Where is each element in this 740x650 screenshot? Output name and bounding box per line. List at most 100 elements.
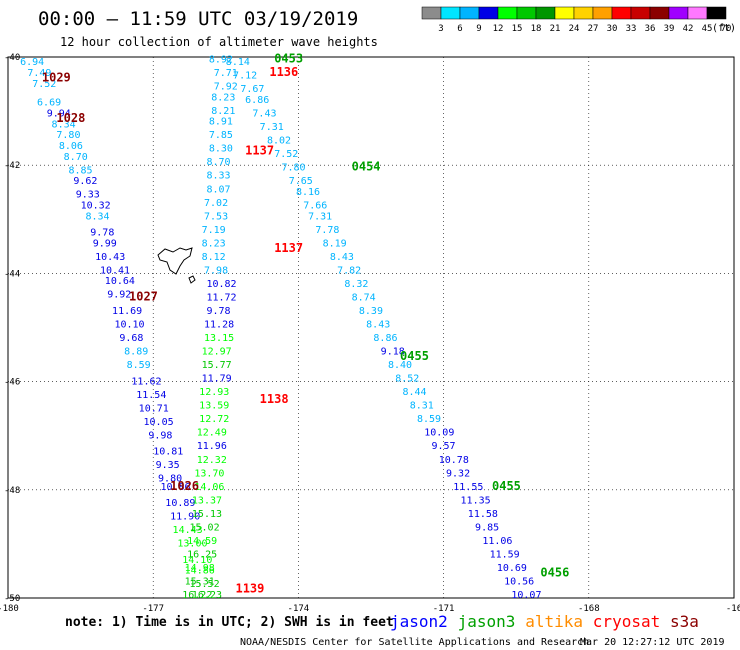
swh-value: 9.57 bbox=[432, 441, 456, 452]
chart-subtitle: 12 hour collection of altimeter wave hei… bbox=[60, 35, 378, 49]
swh-value: 10.78 bbox=[439, 455, 469, 466]
swh-value: 8.52 bbox=[395, 374, 419, 385]
swh-value: 9.78 bbox=[206, 306, 230, 317]
swh-value: 11.69 bbox=[112, 306, 142, 317]
swh-value: 9.32 bbox=[446, 468, 470, 479]
swh-value: 8.02 bbox=[267, 136, 291, 147]
swh-value: 8.89 bbox=[124, 347, 148, 358]
legend-cryosat: cryosat bbox=[593, 612, 660, 631]
swh-value: 7.85 bbox=[209, 130, 233, 141]
swh-value: 12.32 bbox=[197, 455, 227, 466]
colorbar-label: 42 bbox=[683, 24, 694, 34]
colorbar-swatch bbox=[478, 6, 499, 20]
colorbar-label: 6 bbox=[457, 24, 462, 34]
swh-value: 10.32 bbox=[81, 200, 111, 211]
plot-area: -180 -177 -174 -171 -168 -16 -40 -42 -44 -46 -48 -5… bbox=[0, 51, 740, 614]
swh-value: 15.77 bbox=[202, 360, 232, 371]
x-tick-label: -177 bbox=[142, 604, 164, 614]
swh-value: 11.55 bbox=[453, 482, 483, 493]
swh-value: 7.98 bbox=[204, 265, 228, 276]
swh-value: 7.78 bbox=[315, 225, 339, 236]
swh-value: 7.80 bbox=[281, 163, 305, 174]
colorbar-swatch bbox=[516, 6, 537, 20]
swh-value: 11.72 bbox=[206, 292, 236, 303]
swh-value: 9.80 bbox=[158, 474, 182, 485]
footer-timestamp: Mar 20 12:27:12 UTC 2019 bbox=[580, 637, 725, 648]
swh-value: 7.52 bbox=[274, 149, 298, 160]
swh-value: 13.15 bbox=[204, 333, 234, 344]
swh-value: 10.05 bbox=[144, 417, 174, 428]
swh-value: 8.44 bbox=[402, 387, 426, 398]
x-tick-label: -174 bbox=[288, 604, 310, 614]
legend-jason3: jason3 bbox=[458, 612, 516, 631]
swh-value: 7.92 bbox=[214, 81, 238, 92]
pass-time-label: 1137 bbox=[245, 143, 274, 157]
swh-value: 16.25 bbox=[187, 549, 217, 560]
swh-value: 9.78 bbox=[90, 228, 114, 239]
colorbar-swatch bbox=[668, 6, 689, 20]
swh-value: 9.62 bbox=[73, 176, 97, 187]
colorbar-swatch bbox=[440, 6, 461, 20]
swh-value: 9.99 bbox=[93, 238, 117, 249]
swh-value: 9.94 bbox=[47, 109, 71, 120]
swh-value: 6.86 bbox=[245, 95, 269, 106]
chatham-islands-coastline bbox=[157, 247, 196, 284]
swh-value: 8.39 bbox=[359, 306, 383, 317]
legend-altika: altika bbox=[525, 612, 583, 631]
swh-value: 14.59 bbox=[187, 536, 217, 547]
swh-value: 9.98 bbox=[148, 430, 172, 441]
colorbar-label: 30 bbox=[607, 24, 618, 34]
swh-value: 8.31 bbox=[410, 401, 434, 412]
swh-value: 7.80 bbox=[56, 130, 80, 141]
swh-value: 7.31 bbox=[308, 211, 332, 222]
swh-value: 11.35 bbox=[461, 495, 491, 506]
colorbar-swatch bbox=[554, 6, 575, 20]
swh-value: 8.40 bbox=[388, 360, 412, 371]
swh-value: 7.71 bbox=[214, 68, 238, 79]
colorbar-label: 12 bbox=[493, 24, 504, 34]
colorbar-swatch bbox=[592, 6, 613, 20]
swh-value: 8.06 bbox=[59, 141, 83, 152]
pass-time-label: 1137 bbox=[274, 241, 303, 255]
footer-note: note: 1) Time is in UTC; 2) SWH is in fe… bbox=[65, 615, 394, 630]
swh-value: 15.31 bbox=[185, 576, 215, 587]
satellite-legend: jason2 jason3 altika cryosat s3a bbox=[390, 612, 699, 631]
pass-time-label: 0455 bbox=[492, 479, 521, 493]
colorbar-label: 3 bbox=[438, 24, 443, 34]
swh-value: 11.79 bbox=[202, 374, 232, 385]
pass-time-label: 1028 bbox=[56, 111, 85, 125]
y-tick-label: -50 bbox=[4, 594, 20, 604]
colorbar-label: 27 bbox=[588, 24, 599, 34]
swh-value: 8.23 bbox=[211, 92, 235, 103]
swh-value: 10.09 bbox=[424, 428, 454, 439]
y-tick-label: -42 bbox=[4, 161, 20, 171]
swh-value: 7.49 bbox=[27, 68, 51, 79]
y-tick-label: -46 bbox=[4, 378, 20, 388]
x-tick-label: -168 bbox=[578, 604, 600, 614]
pass-time-label: 1026 bbox=[170, 479, 199, 493]
colorbar-swatch bbox=[706, 6, 727, 20]
swh-value: 10.82 bbox=[206, 279, 236, 290]
swh-value: 6.94 bbox=[20, 57, 44, 68]
x-tick-label: -16 bbox=[726, 604, 740, 614]
pass-time-label: 1136 bbox=[269, 65, 298, 79]
swh-value: 14.06 bbox=[194, 482, 224, 493]
swh-value: 9.35 bbox=[156, 460, 180, 471]
legend-s3a: s3a bbox=[670, 612, 699, 631]
footer-credit: NOAA/NESDIS Center for Satellite Applica… bbox=[240, 637, 589, 648]
swh-value: 8.43 bbox=[330, 252, 354, 263]
x-tick-label: -171 bbox=[433, 604, 455, 614]
pass-time-label: 1138 bbox=[260, 392, 289, 406]
swh-value: 12.72 bbox=[199, 414, 229, 425]
swh-value: 9.92 bbox=[107, 290, 131, 301]
swh-value: 16.23 bbox=[192, 590, 222, 601]
swh-value: 10.69 bbox=[497, 563, 527, 574]
swh-value: 8.23 bbox=[202, 238, 226, 249]
pass-time-label: 1027 bbox=[129, 289, 158, 303]
swh-value: 12.97 bbox=[202, 347, 232, 358]
swh-value: 11.96 bbox=[197, 441, 227, 452]
colorbar-label: 24 bbox=[569, 24, 580, 34]
colorbar-label: 70 bbox=[721, 24, 732, 34]
